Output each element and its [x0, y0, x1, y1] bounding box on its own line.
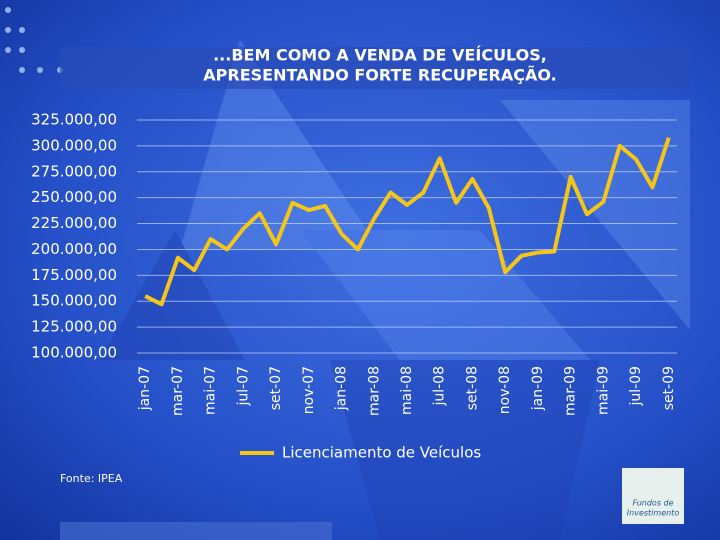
x-tick-label: mar-08 [366, 366, 382, 416]
x-tick-label: jul-07 [235, 366, 251, 407]
y-tick-label: 250.000,00 [31, 188, 117, 206]
x-tick-label: nov-08 [497, 366, 513, 414]
x-tick-label: jan-08 [334, 366, 350, 411]
x-tick-label: set-09 [661, 366, 677, 410]
title-band [60, 47, 690, 89]
x-tick-label: mar-09 [563, 366, 579, 416]
y-tick-label: 200.000,00 [31, 240, 117, 258]
title: APRESENTANDO FORTE RECUPERAÇÃO. [203, 66, 556, 85]
y-tick-label: 175.000,00 [31, 266, 117, 284]
logo-text: Fundos de [632, 499, 673, 508]
y-tick-label: 100.000,00 [31, 344, 117, 362]
source: Fonte: IPEA [60, 472, 123, 485]
x-tick-label: jan-07 [137, 366, 153, 411]
x-tick-label: set-08 [464, 366, 480, 410]
x-tick-label: jul-08 [432, 366, 448, 407]
y-tick-label: 275.000,00 [31, 162, 117, 180]
x-tick-label: mai-08 [399, 366, 415, 415]
y-tick-label: 325.000,00 [31, 111, 117, 129]
footer-band [60, 522, 332, 540]
x-tick-label: set-07 [268, 366, 284, 410]
x-tick-label: mai-07 [203, 366, 219, 415]
x-tick-label: mar-07 [170, 366, 186, 416]
logo-text: Investimento [627, 509, 680, 518]
x-tick-label: nov-07 [301, 366, 317, 414]
x-tick-label: jan-09 [530, 366, 546, 411]
x-tick-label: mai-09 [595, 366, 611, 415]
chart: 100.000,00 125.000,00 150.000,00 175.000,00… [31, 111, 677, 462]
line [144, 136, 671, 307]
x-tick-label: jul-09 [628, 366, 644, 407]
y-tick-label: 150.000,00 [31, 292, 117, 310]
y-tick-label: 125.000,00 [31, 318, 117, 336]
logo-box [622, 468, 684, 524]
y-tick-label: 300.000,00 [31, 136, 117, 154]
title: ...BEM COMO A VENDA DE VEÍCULOS, [213, 46, 547, 65]
legend-label: Licenciamento de Veículos [282, 444, 481, 462]
y-tick-label: 225.000,00 [31, 214, 117, 232]
